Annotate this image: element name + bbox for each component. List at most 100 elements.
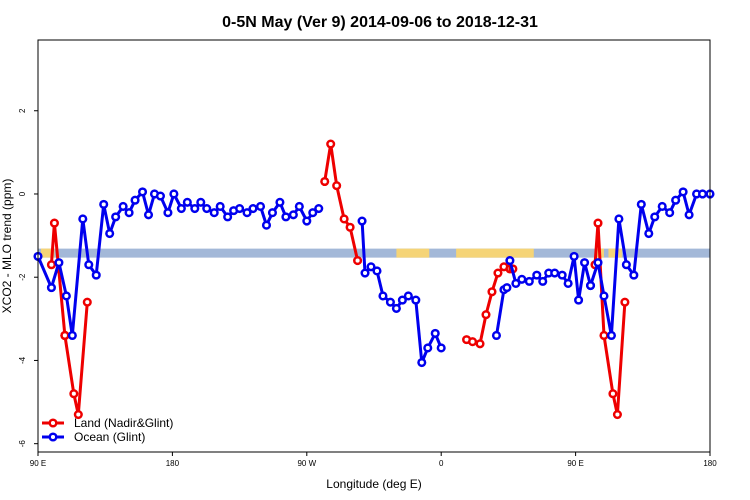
data-point: [339, 214, 349, 224]
series-line: [49, 221, 89, 416]
data-point: [288, 210, 298, 220]
data-point: [430, 328, 440, 338]
data-point: [671, 195, 681, 205]
data-point: [697, 189, 708, 199]
data-point: [308, 208, 318, 218]
data-point: [678, 187, 688, 197]
x-tick-label: 0: [439, 459, 444, 468]
data-point: [320, 176, 330, 187]
data-point: [636, 199, 646, 209]
data-point: [54, 258, 64, 268]
data-point: [176, 203, 186, 214]
data-point: [436, 343, 446, 353]
ocean-series: [33, 187, 715, 368]
data-point: [163, 208, 173, 218]
data-point: [569, 251, 579, 261]
data-point: [124, 208, 134, 218]
x-tick-label: 90 W: [297, 459, 316, 468]
data-point: [61, 291, 71, 301]
legend: Land (Nadir&Glint)Ocean (Glint): [42, 416, 173, 444]
data-point: [190, 203, 200, 214]
data-point: [215, 201, 225, 212]
data-point: [60, 330, 70, 341]
data-point: [599, 330, 609, 341]
data-point: [49, 218, 59, 228]
data-point: [599, 291, 609, 301]
chart-title: 0-5N May (Ver 9) 2014-09-06 to 2018-12-3…: [222, 14, 538, 31]
data-point: [182, 197, 192, 207]
y-tick-label: -4: [18, 356, 27, 364]
x-tick-label: 90 E: [567, 459, 583, 468]
data-point: [538, 276, 548, 286]
data-point: [248, 203, 258, 214]
data-point: [67, 330, 77, 341]
y-tick-label: 0: [18, 191, 27, 196]
data-point: [612, 409, 622, 420]
data-point: [563, 278, 573, 289]
data-point: [481, 310, 491, 320]
series-layer: [33, 139, 715, 420]
data-point: [143, 210, 154, 220]
x-axis: 90 E 180 90 W 0 90 E 180: [30, 452, 717, 468]
series-line: [495, 286, 508, 336]
data-point: [629, 270, 639, 280]
legend-label: Ocean (Glint): [74, 430, 145, 444]
data-point: [505, 256, 515, 266]
data-point: [267, 208, 278, 218]
series-line: [360, 220, 443, 364]
data-point: [302, 216, 312, 226]
data-point: [417, 357, 427, 368]
data-point: [326, 139, 336, 149]
data-point: [468, 337, 478, 347]
data-point: [644, 228, 654, 239]
data-point: [332, 181, 342, 191]
data-point: [491, 330, 502, 341]
data-point: [202, 203, 212, 214]
data-point: [69, 389, 79, 399]
data-point: [255, 201, 266, 212]
data-point: [650, 212, 660, 222]
x-tick-label: 90 E: [30, 459, 46, 468]
data-point: [353, 256, 363, 266]
y-tick-label: -2: [18, 273, 27, 281]
legend-label: Land (Nadir&Glint): [74, 416, 173, 430]
data-point: [550, 268, 560, 278]
data-point: [46, 260, 56, 270]
data-point: [366, 262, 376, 272]
data-point: [524, 276, 534, 286]
data-point: [397, 295, 407, 305]
data-point: [242, 208, 252, 218]
data-point: [574, 295, 584, 305]
data-point: [275, 197, 285, 207]
y-tick-label: -6: [18, 440, 27, 448]
data-point: [487, 287, 497, 297]
data-point: [372, 266, 382, 276]
y-tick-label: 2: [18, 108, 27, 113]
series-line: [466, 265, 513, 346]
data-point: [557, 270, 567, 280]
data-point: [593, 258, 603, 268]
y-axis: -6 -4 -2 0 2: [18, 108, 38, 447]
data-point: [314, 203, 324, 214]
data-point: [209, 208, 219, 218]
y-axis-label: XCO2 - MLO trend (ppm): [0, 179, 14, 314]
data-point: [593, 218, 603, 228]
data-point: [357, 216, 367, 226]
data-point: [73, 409, 83, 420]
data-point: [502, 283, 512, 293]
x-axis-label: Longitude (deg E): [326, 477, 421, 491]
data-point: [532, 270, 542, 280]
data-point: [580, 258, 590, 268]
data-point: [111, 212, 121, 222]
data-point: [511, 278, 521, 289]
data-point: [608, 389, 618, 399]
data-point: [130, 195, 140, 205]
data-point: [281, 212, 291, 222]
data-point: [345, 222, 355, 232]
data-point: [657, 201, 667, 212]
data-point: [378, 291, 388, 301]
legend-swatch-marker: [48, 432, 58, 442]
x-tick-label: 180: [166, 459, 180, 468]
data-point: [99, 199, 109, 209]
